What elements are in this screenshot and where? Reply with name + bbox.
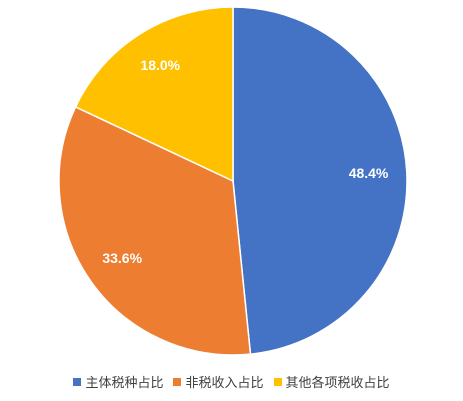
- legend-label: 其他各项税收占比: [285, 375, 390, 390]
- pie-area: 48.4% 33.6% 18.0%: [58, 6, 408, 356]
- pie-slice: [74, 6, 234, 183]
- legend-label: 非税收入占比: [185, 375, 264, 390]
- pie-slice: [232, 6, 408, 355]
- legend-item: 非税收入占比: [173, 372, 264, 391]
- legend-swatch: [273, 377, 282, 386]
- data-label: 33.6%: [102, 250, 142, 266]
- pie-slice: [58, 105, 252, 356]
- data-label: 18.0%: [140, 57, 180, 73]
- legend-swatch: [173, 377, 182, 386]
- legend: 主体税种占比 非税收入占比 其他各项税收占比: [0, 372, 463, 391]
- legend-item: 其他各项税收占比: [273, 372, 390, 391]
- data-label: 48.4%: [349, 165, 389, 181]
- legend-swatch: [73, 377, 82, 386]
- legend-label: 主体税种占比: [85, 375, 164, 390]
- legend-item: 主体税种占比: [73, 372, 163, 391]
